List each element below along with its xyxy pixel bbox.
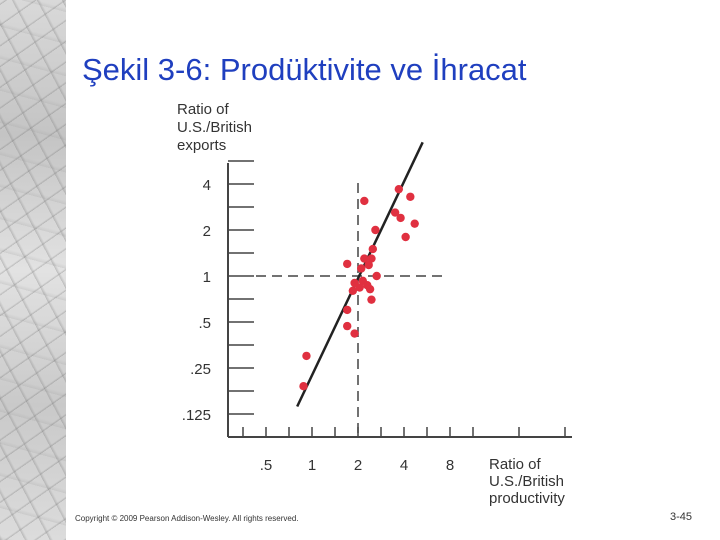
data-point-10 (367, 254, 376, 263)
data-point-0 (394, 184, 404, 194)
x-ticks: .5 1 2 4 8 (242, 427, 566, 474)
data-point-6 (371, 225, 380, 235)
y-tick-label-0: 4 (203, 177, 211, 194)
data-point-19 (348, 286, 358, 296)
data-point-26 (299, 382, 308, 391)
x-tick-label-0: .5 (260, 457, 273, 474)
y-axis-label-line-2: exports (177, 137, 226, 154)
data-point-20 (365, 284, 375, 294)
data-point-22 (343, 305, 352, 315)
reference-lines (256, 183, 444, 437)
data-point-18 (355, 283, 364, 292)
marble-border (0, 0, 66, 540)
data-point-3 (390, 208, 400, 217)
data-point-13 (357, 264, 366, 273)
data-point-21 (367, 295, 376, 304)
x-tick-label-1: 1 (308, 457, 316, 474)
slide-title: Şekil 3-6: Prodüktivite ve İhracat (82, 52, 527, 87)
y-tick-label-3: .5 (198, 315, 211, 332)
data-point-7 (401, 232, 410, 242)
data-point-8 (368, 244, 378, 254)
fit-line (296, 141, 424, 408)
data-points (299, 184, 419, 391)
y-tick-label-4: .25 (190, 361, 211, 378)
y-tick-label-1: 2 (203, 223, 211, 240)
data-point-23 (343, 321, 352, 331)
x-axis-label-line-1: U.S./British (489, 473, 564, 490)
data-point-24 (350, 329, 359, 338)
x-tick-label-3: 4 (400, 457, 408, 474)
x-tick-label-4: 8 (446, 457, 454, 474)
y-axis-label-line-0: Ratio of (177, 101, 230, 118)
data-point-2 (360, 196, 369, 206)
y-ticks: 4 2 1 .5 .25 .125 (182, 160, 254, 424)
data-point-5 (410, 219, 419, 228)
data-point-1 (406, 192, 415, 201)
data-point-9 (360, 254, 369, 263)
fit-line-group (296, 141, 424, 408)
y-tick-label-5: .125 (182, 407, 211, 424)
data-point-25 (302, 351, 311, 361)
copyright-notice: Copyright © 2009 Pearson Addison-Wesley.… (75, 514, 299, 523)
data-point-4 (396, 213, 405, 223)
x-axis-label-line-0: Ratio of (489, 456, 542, 473)
y-axis-label-line-1: U.S./British (177, 119, 252, 136)
x-tick-label-2: 2 (354, 457, 362, 474)
data-point-12 (364, 260, 373, 270)
y-tick-label-2: 1 (203, 269, 211, 286)
slide-number: 3-45 (670, 511, 693, 523)
axes (227, 163, 572, 438)
data-point-14 (372, 271, 381, 281)
data-point-11 (343, 259, 352, 269)
x-axis-label-line-2: productivity (489, 490, 565, 507)
